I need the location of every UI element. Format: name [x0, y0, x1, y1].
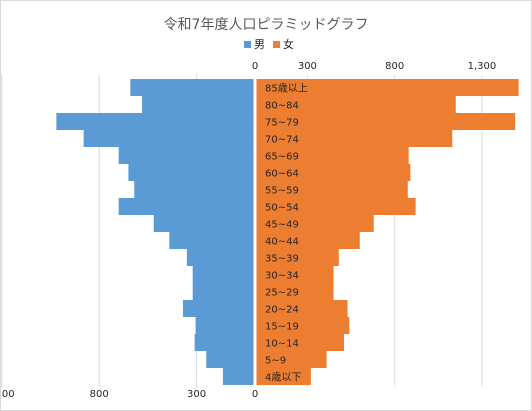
bars-layer [56, 79, 519, 385]
legend-male-swatch [244, 41, 251, 48]
female-bar-8 [255, 215, 374, 232]
male-bar-15 [194, 334, 255, 351]
male-bar-10 [186, 249, 255, 266]
female-bar-17 [255, 368, 311, 385]
bottom-tick-label-2: 300 [187, 389, 206, 400]
bottom-axis: 1300 800 300 0 [1, 389, 258, 400]
top-axis: 0 300 800 1,300 [252, 61, 496, 72]
bottom-tick-label-0: 1300 [1, 389, 15, 400]
male-bar-2 [56, 113, 255, 130]
top-tick-label-1: 300 [298, 61, 317, 72]
female-bar-1 [255, 96, 456, 113]
male-bar-5 [128, 164, 255, 181]
male-bar-0 [130, 79, 255, 96]
category-label-10: 35~39 [265, 254, 299, 265]
chart-title: 令和7年度人口ピラミッドグラフ [164, 17, 369, 33]
top-tick-label-2: 800 [385, 61, 404, 72]
female-bar-6 [255, 181, 408, 198]
female-bar-13 [255, 300, 348, 317]
male-bar-16 [206, 351, 255, 368]
bottom-tick-label-1: 800 [90, 389, 109, 400]
female-bar-2 [255, 113, 516, 130]
top-tick-label-0: 0 [252, 61, 258, 72]
category-label-7: 50~54 [265, 203, 299, 214]
female-bar-12 [255, 283, 334, 300]
category-label-0: 85歳以上 [265, 83, 308, 95]
female-bar-14 [255, 317, 350, 334]
category-label-5: 60~64 [265, 169, 299, 180]
male-bar-7 [118, 198, 256, 215]
legend-male-label: 男 [254, 38, 265, 51]
female-bar-3 [255, 130, 453, 147]
category-label-9: 40~44 [265, 237, 299, 248]
category-label-4: 65~69 [265, 152, 299, 163]
female-bar-16 [255, 351, 327, 368]
legend-female-swatch [273, 41, 280, 48]
category-label-12: 25~29 [265, 288, 299, 299]
female-bar-11 [255, 266, 334, 283]
male-bar-9 [169, 232, 255, 249]
female-bar-0 [255, 79, 519, 96]
female-bar-9 [255, 232, 360, 249]
category-label-1: 80~84 [265, 101, 299, 112]
category-label-15: 10~14 [265, 339, 299, 350]
male-bar-14 [195, 317, 255, 334]
category-label-14: 15~19 [265, 322, 299, 333]
legend: 男 女 [244, 37, 294, 51]
category-label-13: 20~24 [265, 305, 299, 316]
male-bar-3 [83, 130, 255, 147]
legend-female-label: 女 [283, 37, 294, 51]
category-label-6: 55~59 [265, 186, 299, 197]
category-label-11: 30~34 [265, 271, 299, 282]
male-bar-12 [192, 283, 255, 300]
male-bar-13 [182, 300, 255, 317]
female-bar-7 [255, 198, 416, 215]
category-label-3: 70~74 [265, 135, 299, 146]
female-bar-10 [255, 249, 339, 266]
male-bar-6 [134, 181, 255, 198]
male-bar-1 [142, 96, 255, 113]
category-label-2: 75~79 [265, 118, 299, 129]
male-bar-4 [118, 147, 256, 164]
top-tick-label-3: 1,300 [468, 61, 497, 72]
male-bar-11 [192, 266, 255, 283]
category-label-17: 4歳以下 [265, 372, 301, 384]
bottom-tick-label-3: 0 [252, 389, 258, 400]
female-bar-5 [255, 164, 411, 181]
category-label-8: 45~49 [265, 220, 299, 231]
male-bar-8 [153, 215, 255, 232]
male-bar-17 [222, 368, 255, 385]
category-label-16: 5~9 [265, 356, 286, 367]
category-labels: 85歳以上 80~84 75~79 70~74 65~69 60~64 55~59 50~54… [265, 83, 308, 384]
female-bar-15 [255, 334, 345, 351]
female-bar-4 [255, 147, 409, 164]
